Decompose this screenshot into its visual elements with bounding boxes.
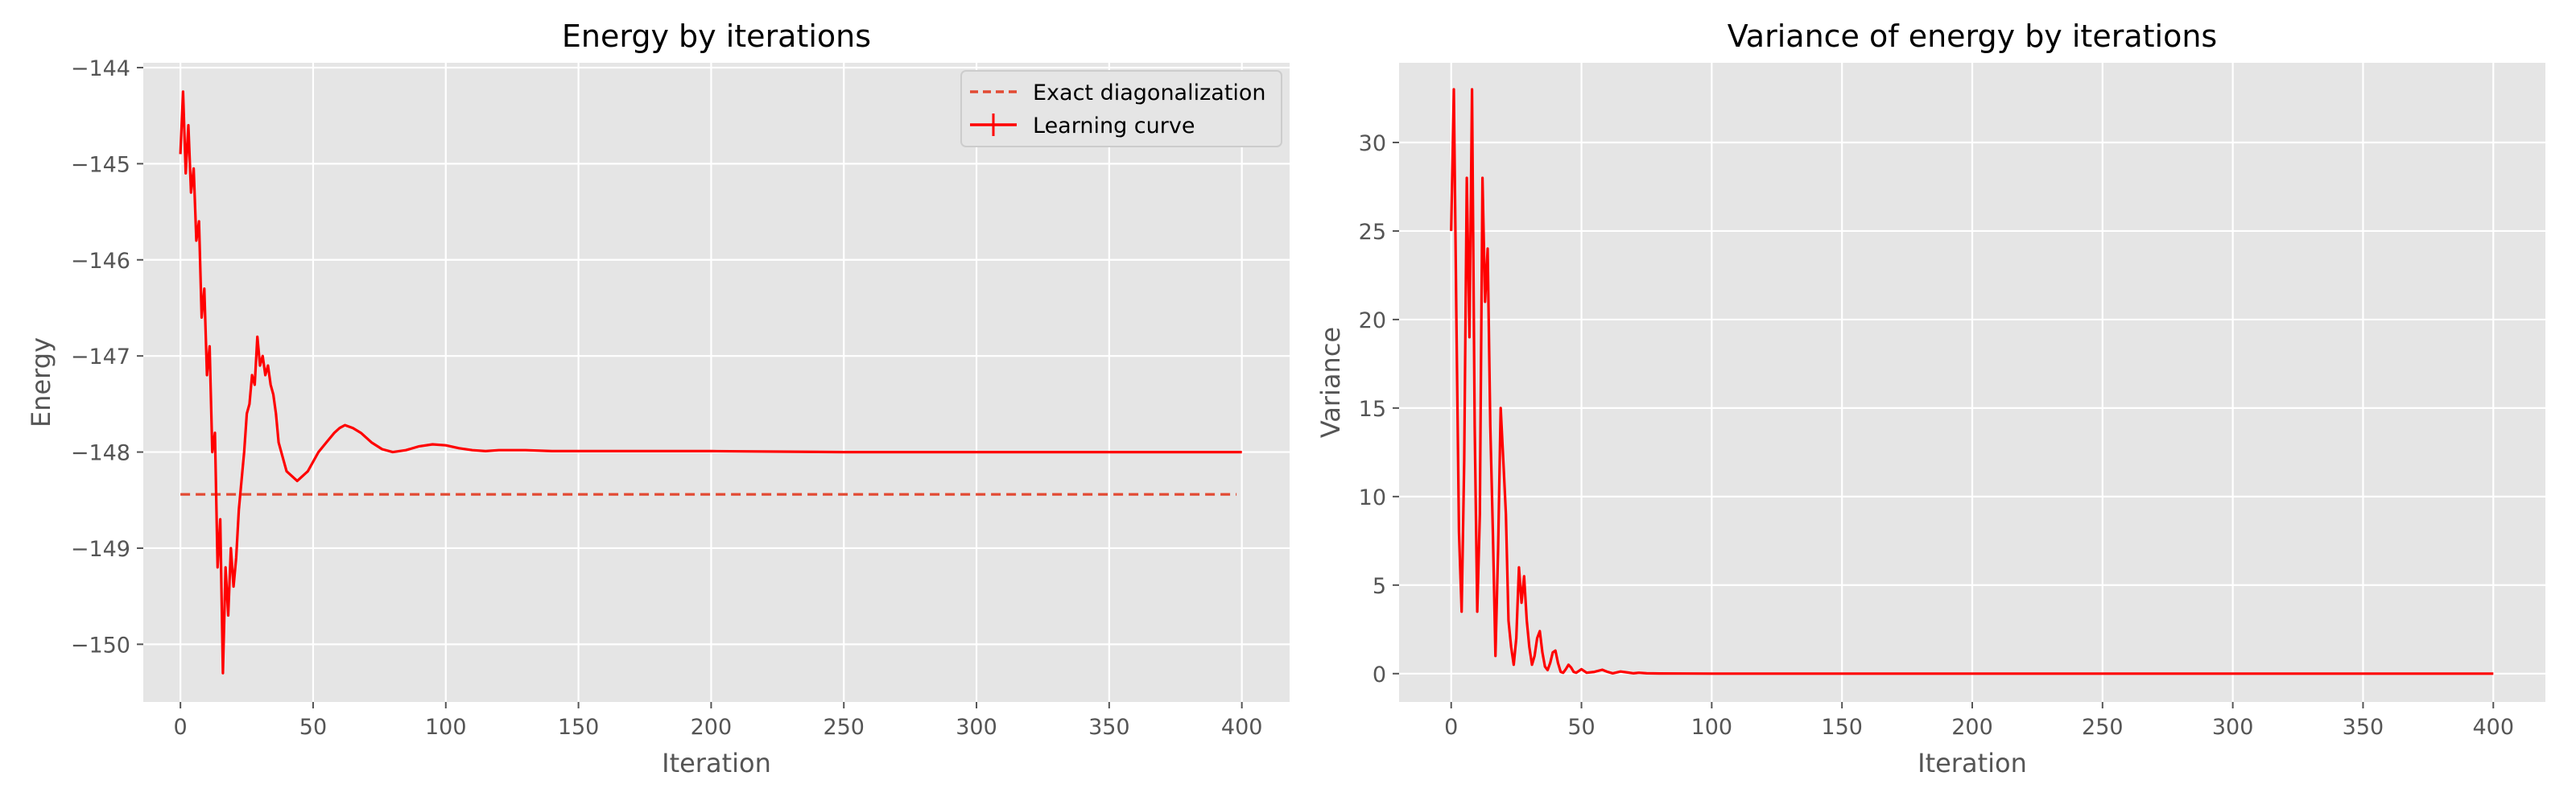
energy-x-tick-label: 0: [174, 715, 188, 740]
variance-x-tick-label: 350: [2343, 715, 2384, 740]
energy-ticks: 0 50 100 150 200 250 300 350 400 −144 −145 −146 −147…: [71, 56, 1263, 740]
variance-x-tick-label: 150: [1821, 715, 1863, 740]
variance-series-line: [1450, 88, 2494, 675]
variance-y-axis-label: Variance: [1315, 327, 1346, 438]
variance-x-tick-label: 250: [2082, 715, 2124, 740]
variance-x-tick-label: 0: [1444, 715, 1458, 740]
legend-label-learning-curve: Learning curve: [1033, 114, 1195, 138]
energy-y-tick-label: −144: [71, 56, 130, 81]
energy-y-tick-label: −148: [71, 441, 130, 466]
variance-x-axis-label: Iteration: [1918, 748, 2027, 778]
energy-x-tick-label: 200: [691, 715, 733, 740]
energy-chart: 0 50 100 150 200 250 300 350 400 −144 −145 −146 −147…: [26, 19, 1290, 778]
variance-series-layer: [1450, 88, 2494, 675]
energy-x-tick-label: 400: [1221, 715, 1263, 740]
legend-box: [960, 70, 1282, 147]
energy-x-tick-label: 250: [823, 715, 865, 740]
variance-ticks: 0 50 100 150 200 250 300 350 400 0 5 10 15 20 25 30: [1359, 131, 2514, 740]
variance-y-tick-label: 10: [1359, 485, 1386, 510]
energy-y-tick-label: −149: [71, 537, 130, 562]
energy-y-tick-label: −147: [71, 345, 130, 369]
energy-y-axis-label: Energy: [26, 337, 56, 427]
variance-grid: [1399, 63, 2545, 702]
energy-chart-title: Energy by iterations: [562, 19, 871, 54]
energy-x-tick-label: 300: [956, 715, 997, 740]
energy-legend: Exact diagonalization Learning curve: [960, 70, 1282, 147]
variance-chart-title: Variance of energy by iterations: [1728, 19, 2217, 54]
variance-y-tick-label: 0: [1373, 663, 1386, 687]
variance-y-tick-label: 25: [1359, 220, 1386, 245]
energy-x-tick-label: 150: [558, 715, 600, 740]
energy-x-tick-label: 350: [1088, 715, 1130, 740]
variance-x-tick-label: 300: [2212, 715, 2254, 740]
variance-x-tick-label: 50: [1567, 715, 1595, 740]
energy-plot-area: [143, 63, 1290, 702]
energy-y-tick-label: −150: [71, 633, 130, 658]
variance-chart: 0 50 100 150 200 250 300 350 400 0 5 10 15 20 25 30 Var…: [1315, 19, 2545, 778]
variance-y-tick-label: 30: [1359, 131, 1386, 156]
variance-x-tick-label: 100: [1691, 715, 1733, 740]
energy-series-learning-curve: [179, 90, 1242, 675]
legend-label-exact-diagonalization: Exact diagonalization: [1033, 80, 1266, 105]
energy-y-tick-label: −145: [71, 152, 130, 177]
energy-x-tick-label: 100: [425, 715, 467, 740]
energy-series-layer: [179, 90, 1242, 675]
variance-x-tick-label: 200: [1951, 715, 1993, 740]
energy-x-axis-label: Iteration: [662, 748, 771, 778]
energy-x-tick-label: 50: [299, 715, 327, 740]
variance-y-tick-label: 20: [1359, 308, 1386, 333]
variance-y-tick-label: 5: [1373, 574, 1386, 599]
variance-x-tick-label: 400: [2472, 715, 2514, 740]
energy-y-tick-label: −146: [71, 249, 130, 274]
variance-y-tick-label: 15: [1359, 397, 1386, 422]
